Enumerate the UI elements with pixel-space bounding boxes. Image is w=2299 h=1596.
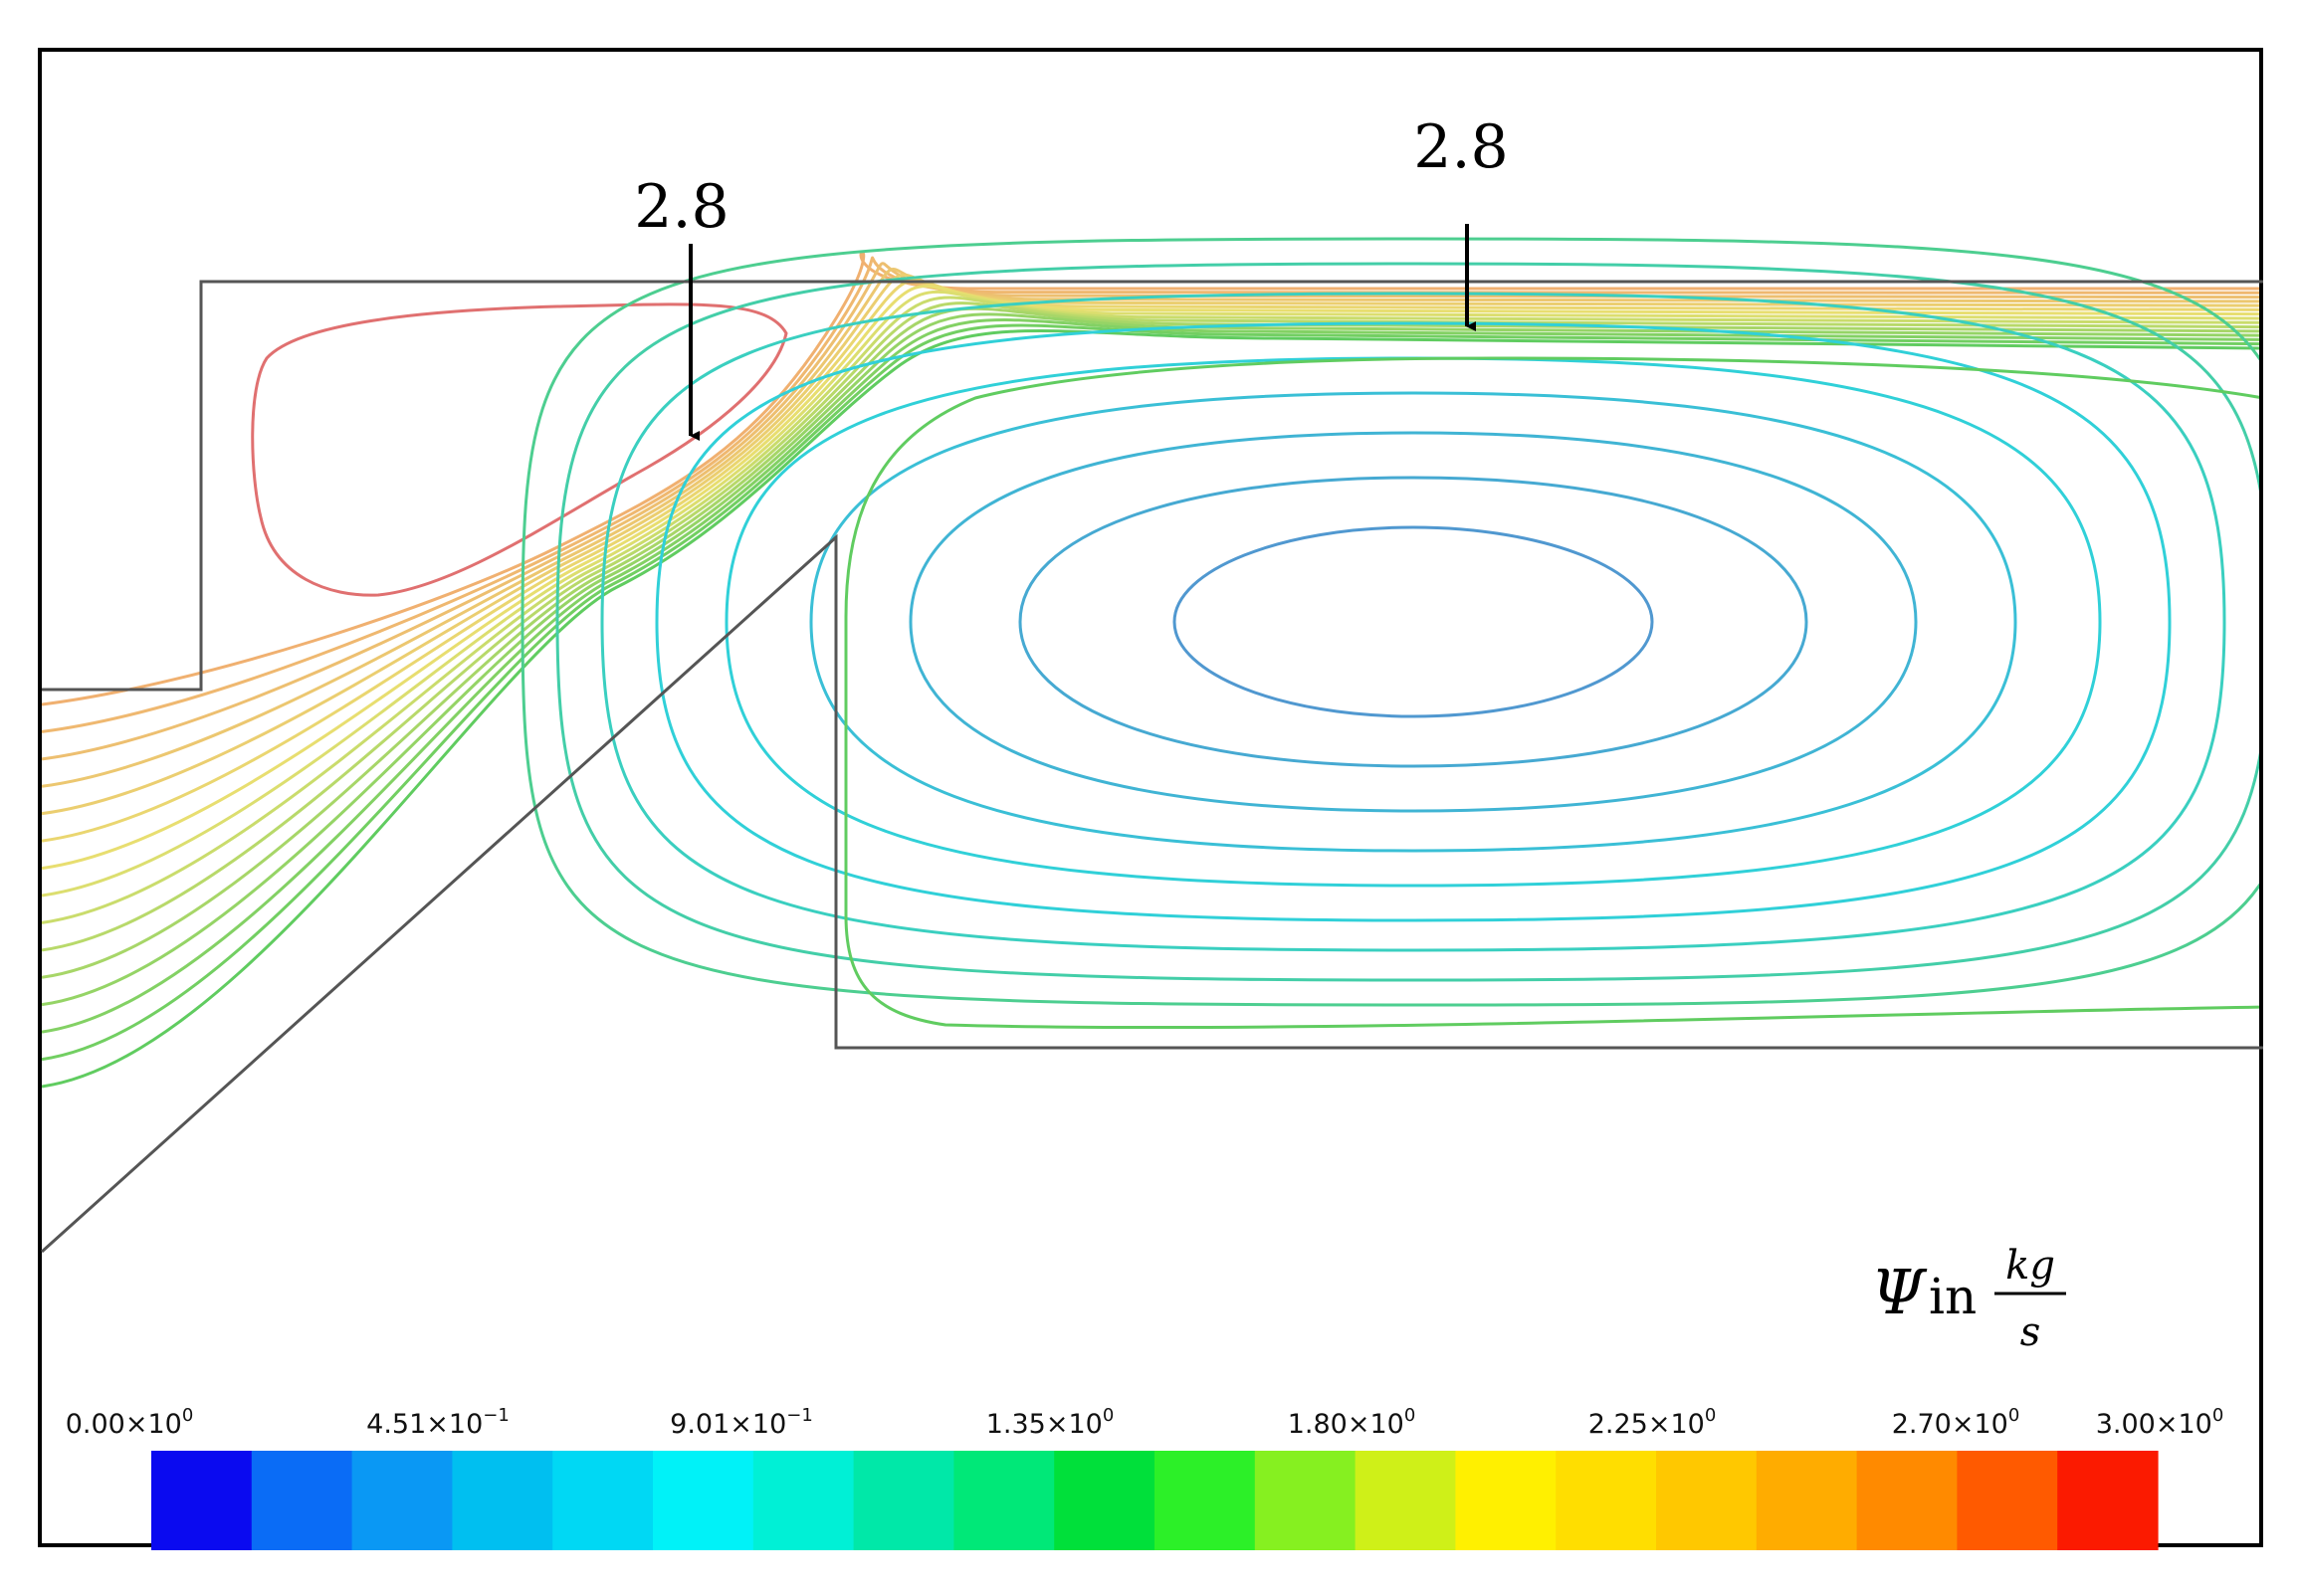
domain-boundary <box>40 280 2263 1254</box>
colorbar-segment <box>752 1451 855 1550</box>
through-flow-streamline <box>42 301 2259 952</box>
recirculation-loop-right <box>1172 525 1654 718</box>
unit-label: Ψ in kg s <box>1871 1243 2066 1355</box>
colorbar-tick-label: 2.70×100 <box>1892 1405 2020 1440</box>
colorbar-tick-label: 9.01×10−1 <box>670 1405 813 1440</box>
through-flow-streamline <box>42 256 2259 733</box>
recirculation-loop-left <box>251 302 788 597</box>
colorbar-segment <box>2057 1451 2159 1550</box>
colorbar-tick-label: 0.00×100 <box>66 1405 194 1440</box>
colorbar-tick-label: 4.51×10−1 <box>366 1405 510 1440</box>
through-flow-streamline <box>42 329 2259 1089</box>
through-flow-streamline <box>42 312 2259 1007</box>
svg-text:in: in <box>1929 1268 1977 1325</box>
colorbar-segment <box>953 1451 1055 1550</box>
colorbar-segment <box>1054 1451 1155 1550</box>
colorbar-segment <box>1856 1451 1958 1550</box>
recirculation-loop-right <box>655 321 2172 922</box>
svg-text:kg: kg <box>2005 1243 2055 1289</box>
svg-text:Ψ: Ψ <box>1871 1256 1928 1328</box>
recirculation-loop-right <box>521 237 2259 1007</box>
colorbar-segment <box>552 1451 654 1550</box>
recirculation-loop-right <box>725 356 2102 888</box>
recirculation-loop-outer <box>844 356 2259 1030</box>
through-flow-streamline <box>42 323 2259 1062</box>
colorbar-segment <box>653 1451 754 1550</box>
through-flow-streamline <box>42 285 2259 871</box>
colorbar-segment <box>251 1451 353 1550</box>
recirculation-loop-right <box>909 431 1918 813</box>
through-flow-streamline <box>42 318 2259 1034</box>
recirculation-loop-right <box>809 391 2017 853</box>
colorbar-segment <box>1656 1451 1758 1550</box>
colorbar-segment <box>1254 1451 1357 1550</box>
colorbar-segment <box>151 1451 253 1550</box>
through-flow-streamline <box>42 267 2259 788</box>
colorbar-segment <box>1556 1451 1657 1550</box>
colorbar-tick-label: 3.00×100 <box>2096 1405 2224 1440</box>
svg-text:s: s <box>2020 1309 2041 1355</box>
streamlines <box>42 237 2259 1089</box>
through-flow-streamline <box>42 306 2259 979</box>
colorbar-segment <box>1756 1451 1858 1550</box>
colorbar-segment <box>1355 1451 1456 1550</box>
through-flow-streamline <box>42 296 2259 924</box>
colorbar-segment <box>1455 1451 1557 1550</box>
through-flow-streamline <box>42 250 2259 706</box>
colorbar-segment <box>853 1451 954 1550</box>
colorbar-segment <box>351 1451 453 1550</box>
annotation-label-right: 2.8 <box>1413 112 1508 182</box>
colorbar-segment <box>452 1451 553 1550</box>
colorbar <box>151 1451 2159 1550</box>
colorbar-tick-label: 2.25×100 <box>1588 1405 1717 1440</box>
colorbar-tick-label: 1.35×100 <box>986 1405 1115 1440</box>
recirculation-loop-right <box>555 262 2259 982</box>
colorbar-tick-labels: 0.00×100 4.51×10−1 9.01×10−1 1.35×100 1.80×1… <box>66 1405 2224 1440</box>
annotation-label-left: 2.8 <box>634 172 729 242</box>
colorbar-segment <box>1957 1451 2058 1550</box>
through-flow-streamline <box>42 262 2259 761</box>
recirculation-loop-right <box>1018 476 1808 768</box>
colorbar-tick-label: 1.80×100 <box>1288 1405 1416 1440</box>
recirculation-loop-right <box>600 292 2226 952</box>
through-flow-streamline <box>42 290 2259 898</box>
colorbar-segment <box>1154 1451 1256 1550</box>
